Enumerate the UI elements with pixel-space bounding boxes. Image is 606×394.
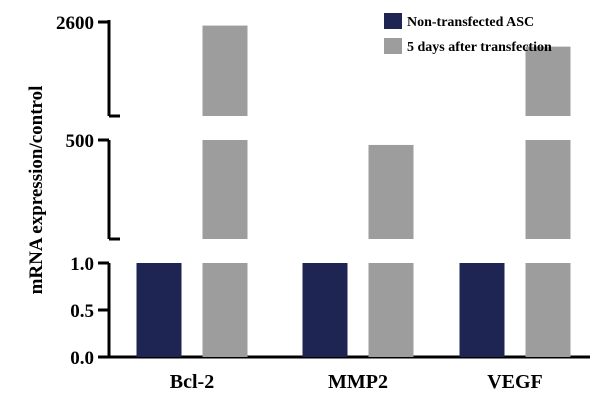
bar-mmp2-series-1-seg0: [368, 263, 414, 357]
bar-bcl-2-series-1-seg1: [202, 140, 248, 239]
bar-vegf-series-1-seg0: [525, 263, 571, 357]
y-axis: [107, 20, 120, 357]
x-tick-label-bcl-2: Bcl-2: [170, 371, 214, 393]
legend-label-non-transfected: Non-transfected ASC: [407, 15, 534, 30]
bar-bcl-2-series-0-seg0: [136, 263, 182, 357]
legend-label-5-days: 5 days after transfection: [407, 40, 552, 55]
bar-bcl-2-series-1-seg2: [202, 25, 248, 117]
x-tick-labels: Bcl-2 MMP2 VEGF: [170, 371, 543, 393]
bar-mmp2-series-1-seg1: [368, 144, 414, 239]
y-tick-label: 500: [66, 131, 95, 152]
legend-swatch-non-transfected: [384, 13, 402, 29]
x-tick-label-vegf: VEGF: [487, 371, 543, 393]
y-ticks: 0.0 0.5 1.0 500 2600: [56, 13, 109, 369]
bar-vegf-series-1-seg2: [525, 46, 571, 116]
bars: [136, 25, 571, 357]
y-tick-label: 2600: [56, 13, 94, 34]
bar-vegf-series-1-seg1: [525, 140, 571, 239]
y-tick-label: 0.5: [70, 301, 94, 322]
x-tick-label-mmp2: MMP2: [328, 371, 388, 393]
y-tick-label: 1.0: [70, 254, 94, 275]
bar-bcl-2-series-1-seg0: [202, 263, 248, 357]
legend: Non-transfected ASC 5 days after transfe…: [384, 13, 552, 55]
y-axis-label: mRNA expression/control: [26, 86, 47, 295]
bar-vegf-series-0-seg0: [459, 263, 505, 357]
y-tick-label: 0.0: [70, 348, 94, 369]
legend-swatch-5-days: [384, 38, 402, 54]
bar-mmp2-series-0-seg0: [302, 263, 348, 357]
